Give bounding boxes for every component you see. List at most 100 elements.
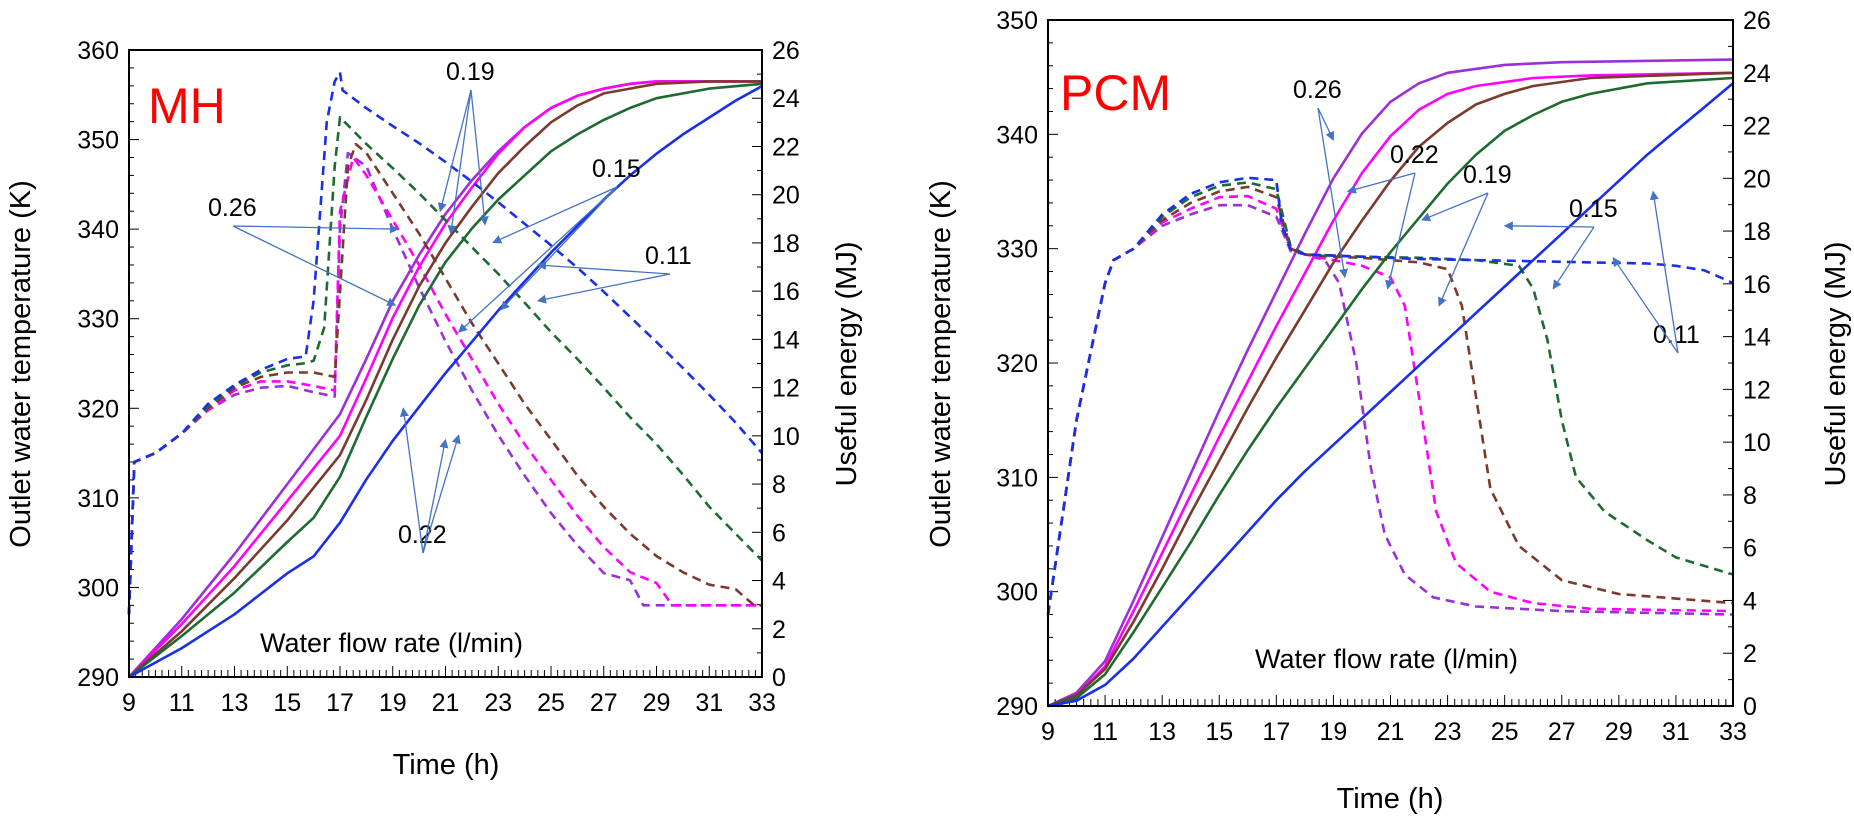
- panel-pcm-x-tick-label: 23: [1434, 718, 1462, 746]
- panel-mh: 9 11 13 15 17 19 21 23 25 27 29 31 33 290 300 310 320 330…: [5, 37, 863, 781]
- panel-pcm-annotation-0.15: 0.15: [1569, 195, 1618, 223]
- panel-pcm-right-axis-title: Useful energy (MJ): [1820, 242, 1852, 487]
- panel-pcm-left-tick-label: 330: [996, 236, 1038, 264]
- panel-pcm-right-tick-label: 26: [1743, 7, 1771, 35]
- panel-mh-annotation-arrow: [458, 186, 618, 333]
- panel-pcm-annotation-0.22: 0.22: [1390, 141, 1439, 169]
- panel-mh-x-tick-label: 21: [432, 689, 460, 717]
- panel-pcm-right-tick-label: 4: [1743, 587, 1757, 615]
- panel-pcm-energy-line-0.15: [1047, 76, 1734, 708]
- panel-pcm-left-tick-label: 340: [996, 121, 1038, 149]
- panel-mh-right-tick-label: 24: [772, 85, 800, 113]
- panel-pcm-right-tick-label: 6: [1743, 535, 1757, 563]
- panel-pcm-annotation-arrow: [1346, 172, 1416, 194]
- panel-mh-annotation-arrow: [447, 89, 472, 235]
- panel-pcm-annotation-arrow: [1385, 172, 1416, 290]
- panel-pcm-left-tick-label: 300: [996, 579, 1038, 607]
- panel-pcm-right-tick-label: 2: [1743, 640, 1757, 668]
- panel-pcm-annotation-arrow: [1649, 190, 1679, 354]
- panel-pcm-annotations: 0.260.220.190.150.11: [1293, 76, 1700, 354]
- panel-pcm-temperature-line-0.11: [1046, 176, 1734, 615]
- panel-pcm-right-tick-label: 14: [1743, 324, 1771, 352]
- panel-mh-right-tick-label: 22: [772, 133, 800, 161]
- panel-pcm-right-tick-label: 24: [1743, 60, 1771, 88]
- panel-pcm-x-tick-label: 31: [1662, 718, 1690, 746]
- panel-pcm-right-tick-label: 18: [1743, 218, 1771, 246]
- panel-pcm-x-tick-label: 17: [1262, 718, 1290, 746]
- panel-mh-energy-line-0.11: [128, 85, 763, 679]
- panel-mh-annotation-arrow: [437, 89, 472, 213]
- panel-mh-annotation-0.19: 0.19: [446, 58, 495, 86]
- panel-mh-ticks: 9 11 13 15 17 19 21 23 25 27 29 31 33 290 300 310 320 330…: [77, 37, 800, 717]
- panel-mh-plot-frame: [128, 49, 763, 678]
- panel-mh-x-tick-label: 33: [748, 689, 776, 717]
- panel-mh-right-tick-label: 6: [772, 519, 786, 547]
- panel-pcm-left-tick-label: 350: [996, 7, 1038, 35]
- panel-pcm-plot-frame: [1047, 19, 1734, 707]
- panel-mh-energy-line-0.15: [128, 82, 763, 679]
- panel-mh-left-tick-label: 310: [77, 485, 119, 513]
- panel-pcm-x-tick-label: 13: [1148, 718, 1176, 746]
- panel-mh-flow-rate-label: Water flow rate (l/min): [260, 628, 523, 658]
- panel-mh-left-axis-title: Outlet water temperature (K): [5, 180, 37, 547]
- panel-mh-right-axis-title: Useful energy (MJ): [831, 242, 863, 487]
- panel-mh-x-axis-title: Time (h): [393, 749, 500, 781]
- panel-pcm-x-tick-label: 33: [1719, 718, 1747, 746]
- panel-mh-tag: MH: [148, 78, 226, 134]
- panel-pcm-x-tick-label: 29: [1605, 718, 1633, 746]
- panel-pcm-right-tick-label: 10: [1743, 429, 1771, 457]
- panel-pcm-left-tick-label: 320: [996, 350, 1038, 378]
- panel-pcm-series: [1046, 58, 1734, 708]
- panel-pcm-right-tick-label: 22: [1743, 113, 1771, 141]
- panel-mh-annotations: 0.190.260.150.110.22: [208, 58, 692, 554]
- panel-mh-x-tick-label: 19: [379, 689, 407, 717]
- panel-pcm-annotation-0.26: 0.26: [1293, 76, 1342, 104]
- panel-mh-x-tick-label: 31: [695, 689, 723, 717]
- panel-pcm-energy-line-0.11: [1047, 82, 1734, 708]
- panel-pcm-flow-rate-label: Water flow rate (l/min): [1255, 644, 1518, 674]
- panel-pcm-left-axis-title: Outlet water temperature (K): [925, 180, 957, 547]
- panel-mh-right-tick-label: 2: [772, 616, 786, 644]
- panel-pcm-annotation-arrow: [1612, 257, 1679, 354]
- panel-mh-annotation-arrow: [492, 186, 618, 244]
- panel-mh-annotation-arrow: [232, 225, 397, 306]
- panel-pcm-annotation-0.19: 0.19: [1463, 161, 1512, 189]
- panel-pcm-left-tick-label: 290: [996, 693, 1038, 721]
- panel-mh-annotation-arrow: [500, 186, 618, 311]
- panel-mh-x-tick-label: 27: [590, 689, 618, 717]
- panel-mh-annotation-arrow: [399, 407, 424, 554]
- panel-mh-left-tick-label: 350: [77, 127, 119, 155]
- panel-mh-right-tick-label: 10: [772, 423, 800, 451]
- panel-mh-x-tick-label: 17: [326, 689, 354, 717]
- panel-pcm-x-tick-label: 11: [1092, 718, 1118, 746]
- panel-mh-annotation-arrow: [422, 434, 461, 554]
- panel-mh-x-tick-label: 9: [122, 689, 136, 717]
- panel-mh-left-tick-label: 360: [77, 37, 119, 65]
- panel-pcm-annotation-arrow: [1552, 226, 1595, 290]
- panel-pcm-temperature-line-0.26: [1046, 203, 1734, 616]
- panel-mh-annotation-arrow: [536, 273, 671, 304]
- panel-mh-right-tick-label: 4: [772, 568, 786, 596]
- panel-mh-energy-line-0.22: [128, 80, 762, 678]
- panel-mh-x-tick-label: 13: [221, 689, 249, 717]
- panel-pcm-annotation-arrow: [1421, 192, 1489, 222]
- panel-mh-x-tick-label: 25: [537, 689, 565, 717]
- panel-mh-annotation-arrow: [536, 260, 671, 275]
- panel-mh-right-tick-label: 0: [772, 664, 786, 692]
- panel-mh-annotation-arrow: [232, 224, 399, 234]
- panel-mh-right-tick-label: 26: [772, 37, 800, 65]
- panel-mh-energy-line-0.19: [128, 80, 762, 678]
- panel-mh-x-tick-label: 11: [169, 689, 195, 717]
- panel-mh-annotation-0.26: 0.26: [208, 194, 257, 222]
- panel-pcm-energy-line-0.22: [1047, 71, 1734, 708]
- panel-pcm-temperature-line-0.15: [1046, 181, 1734, 615]
- panel-pcm-x-tick-label: 15: [1205, 718, 1233, 746]
- panel-pcm-annotation-arrow: [1503, 221, 1595, 231]
- panel-mh-series: [127, 71, 763, 679]
- panel-mh-annotation-0.15: 0.15: [592, 155, 641, 183]
- panel-mh-temperature-line-0.22: [127, 156, 762, 615]
- panel-pcm-tag: PCM: [1060, 65, 1171, 121]
- panel-mh-x-tick-label: 15: [273, 689, 301, 717]
- panel-pcm: 9 11 13 15 17 19 21 23 25 27 29 31 33 290 300 310 320 330…: [925, 7, 1852, 815]
